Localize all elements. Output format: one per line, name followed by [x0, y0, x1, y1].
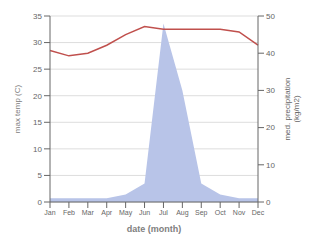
svg-text:15: 15 — [33, 118, 42, 127]
svg-text:35: 35 — [33, 12, 42, 21]
svg-text:Feb: Feb — [63, 209, 75, 216]
svg-text:Mar: Mar — [82, 209, 95, 216]
svg-text:5: 5 — [38, 171, 43, 180]
svg-text:Jan: Jan — [44, 209, 55, 216]
svg-text:Aug: Aug — [176, 209, 189, 217]
svg-text:date (month): date (month) — [127, 224, 182, 234]
svg-text:Jul: Jul — [159, 209, 168, 216]
svg-text:max temp (C): max temp (C) — [13, 84, 22, 133]
svg-text:30: 30 — [33, 38, 42, 47]
svg-text:Jun: Jun — [139, 209, 150, 216]
svg-text:10: 10 — [266, 161, 275, 170]
svg-text:Nov: Nov — [233, 209, 246, 216]
svg-text:May: May — [119, 209, 133, 217]
svg-text:0: 0 — [38, 198, 43, 207]
svg-text:Sep: Sep — [195, 209, 208, 217]
svg-text:30: 30 — [266, 86, 275, 95]
svg-text:Apr: Apr — [101, 209, 113, 217]
svg-text:40: 40 — [266, 49, 275, 58]
svg-text:10: 10 — [33, 145, 42, 154]
svg-text:20: 20 — [266, 123, 275, 132]
svg-text:50: 50 — [266, 12, 275, 21]
svg-text:Dec: Dec — [252, 209, 265, 216]
svg-text:Oct: Oct — [215, 209, 226, 216]
svg-text:25: 25 — [33, 65, 42, 74]
svg-text:med. precipitation(kg/m2): med. precipitation(kg/m2) — [283, 77, 301, 140]
svg-text:20: 20 — [33, 92, 42, 101]
svg-text:0: 0 — [266, 198, 271, 207]
